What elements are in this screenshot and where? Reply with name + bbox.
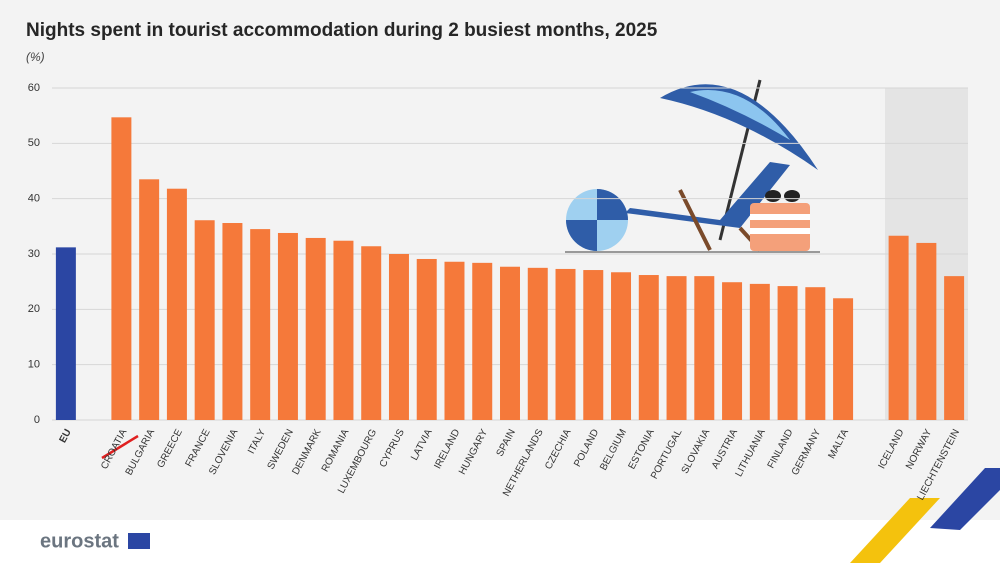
bar <box>555 268 576 420</box>
bar <box>944 276 965 420</box>
y-tick-label: 0 <box>34 414 40 426</box>
strike-mark <box>101 434 139 460</box>
bar <box>222 223 243 420</box>
bar <box>194 220 215 420</box>
y-tick-label: 50 <box>28 137 40 149</box>
bar <box>777 286 798 420</box>
bar <box>527 267 548 420</box>
bar <box>888 235 909 420</box>
bar <box>722 282 743 420</box>
chart-subtitle: (%) <box>26 50 45 64</box>
eu-flag <box>128 533 150 549</box>
bar <box>444 261 465 420</box>
bar <box>416 258 437 420</box>
y-tick-label: 60 <box>28 82 40 94</box>
bar <box>166 188 187 420</box>
bar <box>111 117 132 421</box>
decor <box>930 468 1000 530</box>
bar <box>277 232 298 420</box>
decor <box>850 498 940 563</box>
bar <box>638 275 659 420</box>
beach-illustration <box>565 79 820 253</box>
bar <box>139 179 160 420</box>
chart-title: Nights spent in tourist accommodation du… <box>26 20 658 41</box>
bar <box>749 283 770 420</box>
bar <box>361 246 382 420</box>
y-tick-label: 20 <box>28 303 40 315</box>
bar <box>500 266 520 420</box>
y-tick-label: 40 <box>28 193 40 205</box>
logo-text: eurostat <box>40 530 119 552</box>
bar <box>694 276 715 420</box>
y-tick-label: 30 <box>28 248 40 260</box>
bar <box>583 270 604 420</box>
chart-background <box>0 0 1000 520</box>
bar <box>305 237 326 420</box>
bar <box>805 287 826 420</box>
bar <box>833 298 854 420</box>
footer <box>0 520 1000 563</box>
bar <box>250 229 271 420</box>
bar <box>611 272 632 420</box>
bar <box>388 254 409 420</box>
bar <box>916 242 937 420</box>
y-tick-label: 10 <box>28 359 40 371</box>
bar <box>666 276 687 420</box>
bar <box>333 240 354 420</box>
bar <box>55 247 76 420</box>
bar <box>472 262 493 420</box>
